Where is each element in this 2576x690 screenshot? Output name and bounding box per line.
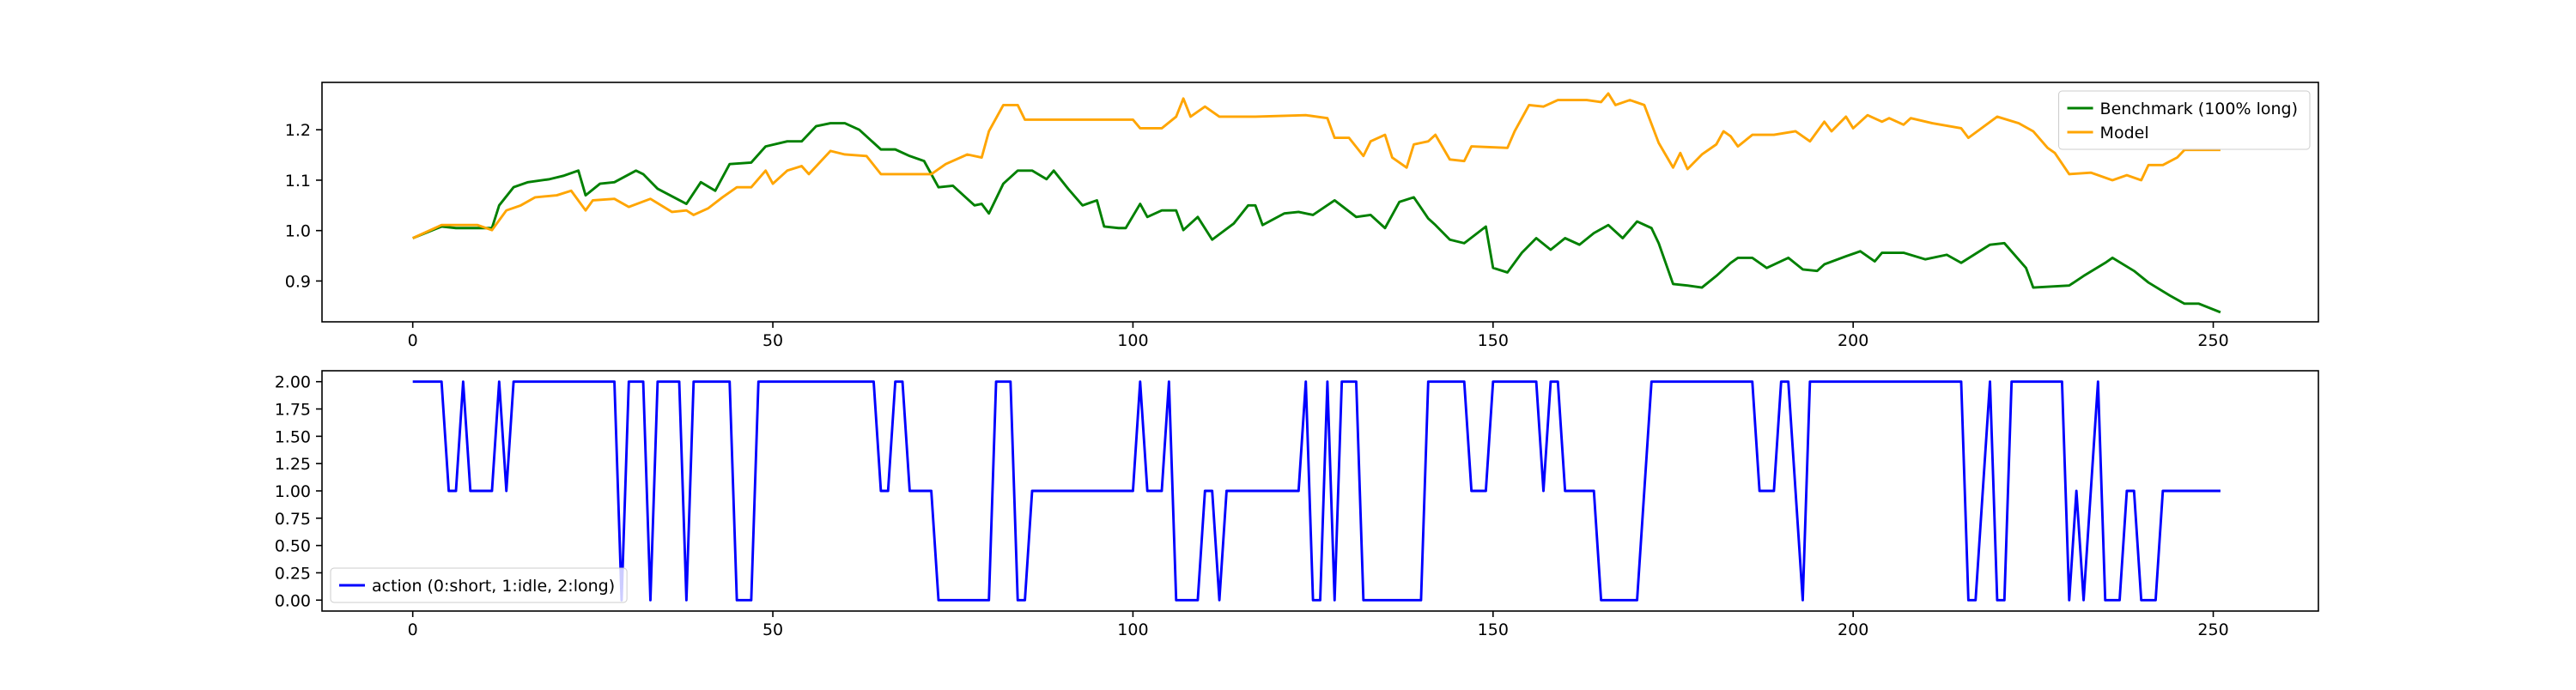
y-tick-label: 1.2	[285, 121, 311, 140]
x-tick-label: 0	[408, 620, 418, 639]
x-tick-label: 100	[1117, 620, 1148, 639]
y-tick-label: 1.0	[285, 222, 311, 241]
legend: action (0:short, 1:idle, 2:long)	[330, 567, 628, 603]
x-tick-label: 150	[1478, 331, 1509, 350]
data-line	[412, 380, 2221, 602]
x-tick-label: 250	[2197, 331, 2228, 350]
y-tick-label: 0.00	[275, 591, 311, 610]
y-tick-label: 0.50	[275, 537, 311, 556]
y-tick-label: 1.50	[275, 427, 311, 446]
x-tick-label: 100	[1117, 331, 1148, 350]
data-line	[412, 92, 2221, 239]
x-tick-label: 250	[2197, 620, 2228, 639]
x-tick-label: 200	[1838, 331, 1868, 350]
plot-area	[412, 92, 2221, 314]
axes-frame	[321, 370, 2319, 612]
x-tick-label: 150	[1478, 620, 1509, 639]
legend-label: Model	[2100, 124, 2149, 142]
y-tick-label: 0.9	[285, 272, 311, 291]
axes: 0 50 100 150 200 250 0.9 1.0 1.1 1.2 Benchmark (10…	[285, 82, 2319, 350]
data-line	[412, 122, 2221, 314]
y-tick-label: 2.00	[275, 373, 311, 392]
plot-area	[412, 380, 2221, 602]
y-tick-label: 1.00	[275, 482, 311, 501]
legend-frame	[330, 567, 628, 603]
legend: Benchmark (100% long) Model	[2058, 90, 2311, 150]
y-tick-label: 1.1	[285, 172, 311, 191]
x-tick-label: 200	[1838, 620, 1868, 639]
y-tick-label: 0.75	[275, 510, 311, 529]
x-tick-label: 50	[762, 620, 783, 639]
y-tick-label: 1.75	[275, 401, 311, 420]
y-tick-label: 0.25	[275, 564, 311, 583]
y-tick-label: 1.25	[275, 455, 311, 474]
legend-label: Benchmark (100% long)	[2100, 100, 2298, 118]
x-tick-label: 50	[762, 331, 783, 350]
legend-label: action (0:short, 1:idle, 2:long)	[372, 577, 615, 596]
legend-frame	[2058, 90, 2311, 150]
axes-frame	[321, 82, 2319, 323]
axes: 0 50 100 150 200 250 0.00 0.25 0.50 0.75 1.00 1.25 1…	[275, 370, 2319, 639]
x-tick-label: 0	[408, 331, 418, 350]
